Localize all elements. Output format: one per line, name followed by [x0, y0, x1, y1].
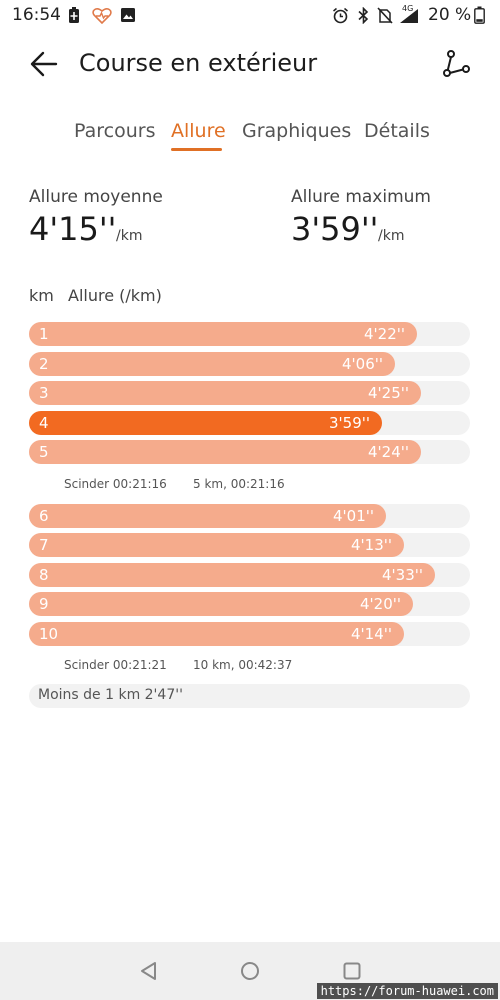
pace-row: 6 4'01'' — [29, 504, 470, 528]
pace-bar — [29, 563, 435, 587]
watermark: https://forum-huawei.com — [316, 983, 498, 999]
max-pace-label: Allure maximum — [291, 187, 431, 207]
image-icon — [121, 8, 135, 22]
pace-row: 5 4'24'' — [29, 440, 470, 464]
back-arrow-icon[interactable] — [28, 48, 60, 80]
pace-bar — [29, 504, 386, 528]
row-km: 1 — [39, 325, 49, 343]
avg-pace-unit: /km — [116, 228, 143, 244]
back-nav-icon[interactable] — [138, 960, 160, 982]
battery-level: 20 % — [428, 5, 472, 25]
bluetooth-icon — [358, 7, 369, 24]
tab-details[interactable]: Détails — [364, 120, 430, 142]
pace-bar — [29, 411, 382, 435]
status-bar: 16:54 4G 20 % — [0, 0, 500, 30]
row-pace: 4'22'' — [364, 325, 406, 343]
row-km: 7 — [39, 536, 49, 554]
pace-bar — [29, 322, 417, 346]
row-pace: 4'20'' — [360, 595, 402, 613]
row-km: 6 — [39, 507, 49, 525]
max-pace-value: 3'59'' — [291, 210, 379, 248]
system-nav-bar: https://forum-huawei.com — [0, 942, 500, 1000]
avg-pace-label: Allure moyenne — [29, 187, 163, 207]
home-nav-icon[interactable] — [239, 960, 261, 982]
row-pace: 4'13'' — [351, 536, 393, 554]
pace-row: 2 4'06'' — [29, 352, 470, 376]
pace-bar — [29, 352, 395, 376]
row-km: 3 — [39, 384, 49, 402]
alarm-icon — [333, 7, 348, 24]
signal-4g-icon — [400, 9, 418, 23]
split-cumulative: 5 km, 00:21:16 — [193, 477, 285, 491]
split-cumulative: 10 km, 00:42:37 — [193, 658, 293, 672]
pace-row: 9 4'20'' — [29, 592, 470, 616]
row-km: 8 — [39, 566, 49, 584]
row-km: 9 — [39, 595, 49, 613]
row-pace: 4'01'' — [333, 507, 375, 525]
less-than-km-row: Moins de 1 km 2'47'' — [29, 684, 470, 708]
pace-row: 7 4'13'' — [29, 533, 470, 557]
row-pace: 4'24'' — [368, 443, 410, 461]
active-tab-indicator — [171, 148, 222, 151]
row-pace: 4'33'' — [382, 566, 424, 584]
recents-nav-icon[interactable] — [341, 960, 363, 982]
tab-allure[interactable]: Allure — [171, 120, 226, 142]
row-km: 2 — [39, 355, 49, 373]
pace-row: 3 4'25'' — [29, 381, 470, 405]
route-icon[interactable] — [440, 48, 472, 80]
pace-bar — [29, 381, 421, 405]
row-pace: 4'06'' — [342, 355, 384, 373]
page-title: Course en extérieur — [79, 49, 318, 77]
pace-column-header: Allure (/km) — [68, 286, 162, 305]
pace-bar — [29, 533, 404, 557]
pace-row: 8 4'33'' — [29, 563, 470, 587]
pace-row: 4 3'59'' — [29, 411, 470, 435]
battery-icon — [474, 6, 485, 24]
row-km: 10 — [39, 625, 59, 643]
pace-row: 10 4'14'' — [29, 622, 470, 646]
less-than-km-text: Moins de 1 km 2'47'' — [38, 687, 183, 703]
row-pace: 4'25'' — [368, 384, 410, 402]
split-time: Scinder 00:21:21 — [64, 658, 167, 672]
row-km: 5 — [39, 443, 49, 461]
max-pace-unit: /km — [378, 228, 405, 244]
row-km: 4 — [39, 414, 49, 432]
tab-graphiques[interactable]: Graphiques — [242, 120, 352, 142]
row-pace: 4'14'' — [351, 625, 393, 643]
km-column-header: km — [29, 286, 54, 305]
network-label: 4G — [402, 4, 414, 13]
pace-bar — [29, 440, 421, 464]
pace-row: 1 4'22'' — [29, 322, 470, 346]
battery-saver-icon — [69, 7, 79, 23]
health-icon — [92, 8, 112, 24]
status-time: 16:54 — [12, 5, 61, 25]
pace-bar — [29, 622, 404, 646]
no-sim-icon — [377, 7, 393, 24]
pace-bar — [29, 592, 413, 616]
tab-parcours[interactable]: Parcours — [74, 120, 156, 142]
split-time: Scinder 00:21:16 — [64, 477, 167, 491]
row-pace: 3'59'' — [329, 414, 371, 432]
avg-pace-value: 4'15'' — [29, 210, 117, 248]
